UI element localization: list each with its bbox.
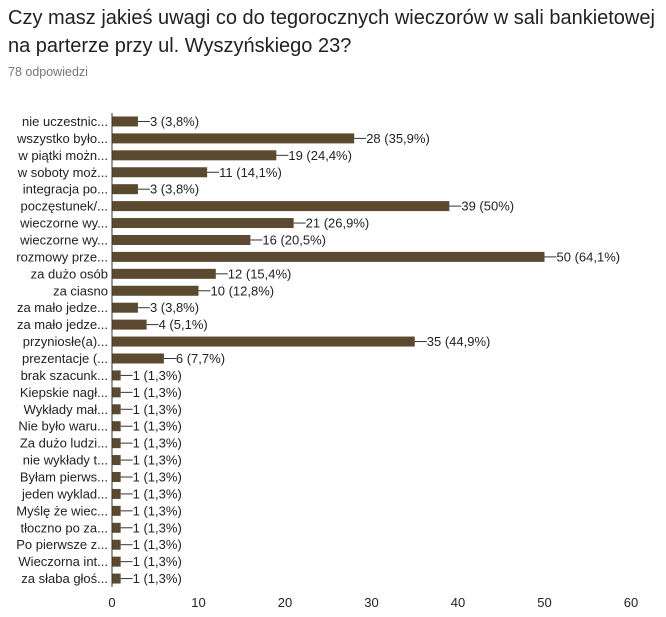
data-label: 1 (1,3%) [133,453,182,468]
category-label: za mało jedze... [17,300,108,315]
category-label: w piątki możn... [17,148,108,163]
bar [112,116,138,127]
bar [112,302,138,313]
data-label: 1 (1,3%) [133,554,182,569]
category-label: Wieczorna int... [18,554,108,569]
bar [112,488,121,499]
data-label: 1 (1,3%) [133,469,182,484]
data-label: 50 (64,1%) [557,249,621,264]
bar [112,387,121,398]
bar [112,404,121,415]
bar [112,522,121,533]
bar [112,150,277,161]
category-label: Za dużo ludzi... [20,436,108,451]
data-label: 16 (20,5%) [262,232,326,247]
bar [112,319,147,330]
category-label: przyniosłe(a)... [23,334,108,349]
data-label: 3 (3,8%) [150,182,199,197]
x-tick-label: 40 [451,595,465,610]
x-tick-label: 30 [364,595,378,610]
data-label: 1 (1,3%) [133,402,182,417]
category-label: wieczorne wy... [19,232,108,247]
category-label: Kiepskie nagł... [20,385,108,400]
data-label: 28 (35,9%) [366,131,430,146]
category-label: wszystko było... [16,131,108,146]
bar [112,573,121,584]
data-label: 1 (1,3%) [133,436,182,451]
bar [112,268,216,279]
data-label: 1 (1,3%) [133,571,182,586]
data-label: 19 (24,4%) [288,148,352,163]
bar [112,539,121,550]
data-label: 1 (1,3%) [133,368,182,383]
data-label: 21 (26,9%) [306,216,370,231]
bar [112,218,294,229]
data-label: 4 (5,1%) [159,317,208,332]
x-tick-label: 0 [108,595,115,610]
data-label: 11 (14,1%) [219,165,282,180]
bar [112,184,138,195]
data-label: 12 (15,4%) [228,266,292,281]
category-label: Po pierwsze z... [16,537,108,552]
x-tick-label: 20 [278,595,292,610]
category-label: brak szacunk... [21,368,108,383]
x-tick-label: 60 [624,595,638,610]
response-count: 78 odpowiedzi [8,65,88,79]
category-label: rozmowy prze... [16,249,108,264]
category-label: za dużo osób [31,266,108,281]
data-label: 3 (3,8%) [150,300,199,315]
category-label: tłoczno po za... [21,520,108,535]
category-label: jeden wyklad... [21,486,108,501]
bar [112,251,545,262]
data-label: 10 (12,8%) [211,283,275,298]
data-label: 1 (1,3%) [133,503,182,518]
bar [112,471,121,482]
bar [112,336,415,347]
x-tick-label: 10 [191,595,205,610]
bar [112,234,251,245]
category-label: nie wykłady t... [23,453,108,468]
data-label: 6 (7,7%) [176,351,225,366]
bar [112,353,164,364]
category-label: nie uczestnic... [22,114,108,129]
category-label: wieczorne wy... [19,216,108,231]
bar [112,370,121,381]
bar [112,505,121,516]
data-label: 1 (1,3%) [133,419,182,434]
data-label: 35 (44,9%) [427,334,491,349]
bar [112,455,121,466]
category-label: Myślę że wiec... [16,503,108,518]
data-label: 1 (1,3%) [133,537,182,552]
data-label: 3 (3,8%) [150,114,199,129]
bar [112,556,121,567]
bar [112,167,208,178]
category-label: w soboty moż... [17,165,108,180]
data-label: 1 (1,3%) [133,486,182,501]
category-label: integracja po... [23,182,108,197]
category-label: Wykłady mał... [24,402,108,417]
question-title: Czy masz jakieś uwagi co do tegorocznych… [8,7,655,57]
category-label: za ciasno [53,283,108,298]
category-label: za słaba głoś... [21,571,108,586]
data-label: 39 (50%) [461,199,514,214]
data-label: 1 (1,3%) [133,520,182,535]
bar [112,201,450,212]
bar [112,285,199,296]
category-label: za mało jedze... [17,317,108,332]
category-label: poczęstunek/... [21,199,108,214]
bar [112,133,355,144]
x-tick-label: 50 [537,595,551,610]
bar [112,438,121,449]
data-label: 1 (1,3%) [133,385,182,400]
category-label: Nie było waru... [18,419,108,434]
category-label: Byłam pierws... [20,469,108,484]
bar [112,421,121,432]
category-label: prezentacje (... [22,351,108,366]
